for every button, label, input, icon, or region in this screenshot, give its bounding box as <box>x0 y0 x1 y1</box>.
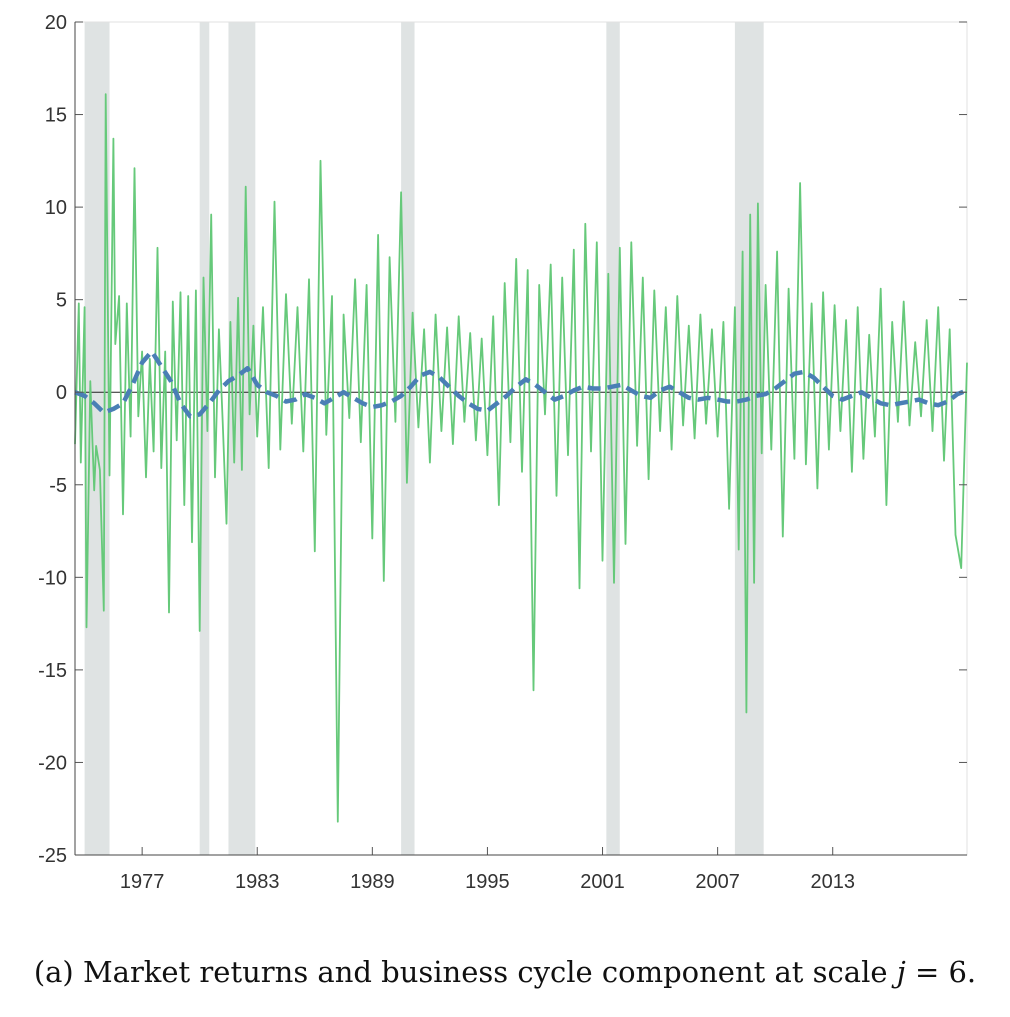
caption-variable: j <box>896 955 906 989</box>
chart: -25 -20 -15 -10 -5 0 5 10 15 20 1977 1983 1989 1995 20… <box>38 12 968 893</box>
series-line-1 <box>74 93 968 823</box>
y-tick-label: -5 <box>49 475 67 497</box>
recession-band <box>606 22 620 855</box>
x-tick-label: 2013 <box>810 871 855 893</box>
x-tick-label: 1977 <box>120 871 165 893</box>
y-tick-label: 10 <box>45 197 67 219</box>
y-tick-label: -10 <box>38 567 67 589</box>
recession-bands <box>84 22 764 855</box>
x-tick-label: 2007 <box>695 871 740 893</box>
y-tick-label: 15 <box>45 105 67 127</box>
y-tick-label: -15 <box>38 660 67 682</box>
series-layer <box>74 93 968 823</box>
caption-prefix: (a) Market returns and business cycle co… <box>33 955 897 989</box>
y-tick-label: 0 <box>56 382 67 404</box>
x-tick-label: 1989 <box>350 871 395 893</box>
axes: -25 -20 -15 -10 -5 0 5 10 15 20 1977 1983 1989 1995 20… <box>38 12 967 893</box>
y-tick-label: 5 <box>56 290 67 312</box>
caption-suffix: = 6. <box>905 955 977 989</box>
y-tick-label: -20 <box>38 752 67 774</box>
recession-band <box>199 22 210 855</box>
series-line-2 <box>74 349 968 419</box>
figure-caption: (a) Market returns and business cycle co… <box>0 955 1010 989</box>
y-tick-label: -25 <box>38 845 67 867</box>
x-tick-label: 1995 <box>465 871 510 893</box>
y-tick-label: 20 <box>45 12 67 34</box>
x-tick-label: 1983 <box>235 871 280 893</box>
x-tick-label: 2001 <box>580 871 625 893</box>
